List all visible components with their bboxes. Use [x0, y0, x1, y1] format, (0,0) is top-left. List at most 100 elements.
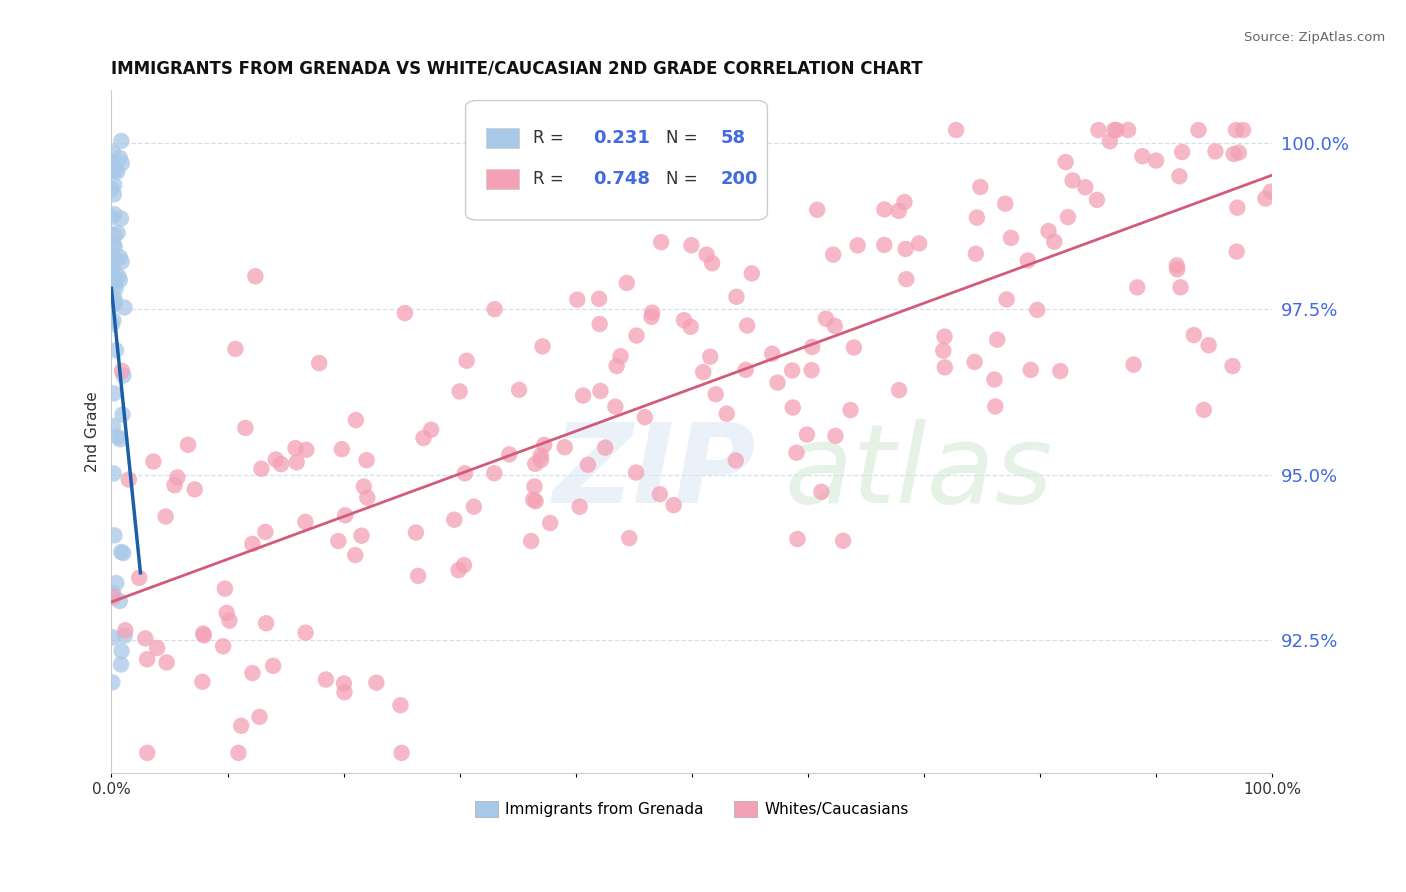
Point: [128, 571, 150, 585]
Point: [1166, 262, 1188, 277]
Point: [696, 247, 718, 261]
Point: [896, 272, 918, 286]
Point: [101, 586, 124, 600]
Point: [101, 294, 124, 309]
Point: [634, 410, 657, 425]
Point: [934, 360, 956, 375]
Point: [454, 467, 477, 481]
Point: [524, 494, 547, 508]
Point: [103, 591, 125, 605]
Point: [242, 537, 264, 551]
Point: [735, 318, 758, 333]
Point: [662, 498, 685, 512]
Point: [484, 466, 506, 480]
Point: [214, 582, 236, 596]
Point: [823, 247, 845, 261]
Point: [1062, 173, 1084, 187]
Point: [105, 164, 128, 178]
Point: [101, 631, 124, 645]
Point: [1260, 185, 1282, 199]
Point: [1168, 169, 1191, 184]
Point: [724, 453, 747, 467]
Point: [101, 247, 124, 261]
Point: [538, 516, 561, 530]
Point: [108, 594, 131, 608]
Point: [1000, 231, 1022, 245]
Point: [530, 449, 553, 463]
Point: [741, 266, 763, 280]
Point: [193, 626, 215, 640]
Point: [242, 666, 264, 681]
Point: [1049, 364, 1071, 378]
Point: [984, 400, 1007, 414]
Point: [166, 470, 188, 484]
Text: N =: N =: [666, 129, 703, 147]
Text: ZIP: ZIP: [553, 419, 756, 526]
Point: [626, 328, 648, 343]
Point: [103, 291, 125, 305]
Point: [1226, 201, 1249, 215]
Point: [104, 239, 127, 253]
Point: [567, 293, 589, 307]
Point: [520, 534, 543, 549]
Point: [224, 342, 246, 356]
Point: [640, 310, 662, 324]
Point: [104, 276, 127, 290]
Point: [356, 453, 378, 467]
Point: [576, 458, 599, 472]
Point: [350, 529, 373, 543]
Point: [111, 254, 134, 268]
Point: [110, 644, 132, 658]
Point: [1132, 149, 1154, 163]
Point: [101, 419, 124, 434]
Y-axis label: 2nd Grade: 2nd Grade: [86, 391, 100, 472]
Point: [1054, 155, 1077, 169]
Point: [699, 350, 721, 364]
Point: [412, 431, 434, 445]
Point: [456, 353, 478, 368]
FancyBboxPatch shape: [486, 169, 519, 188]
Point: [103, 386, 125, 401]
Point: [108, 250, 131, 264]
Point: [702, 256, 724, 270]
Point: [887, 383, 910, 397]
Point: [104, 295, 127, 310]
Point: [1104, 123, 1126, 137]
Point: [101, 162, 124, 177]
Point: [523, 479, 546, 493]
Point: [155, 656, 177, 670]
Point: [648, 487, 671, 501]
Text: 0.231: 0.231: [593, 129, 650, 147]
Point: [215, 606, 238, 620]
Point: [118, 473, 141, 487]
Point: [785, 445, 807, 459]
Point: [934, 329, 956, 343]
Point: [101, 317, 124, 331]
FancyBboxPatch shape: [465, 101, 768, 220]
Point: [101, 675, 124, 690]
Point: [1227, 145, 1250, 160]
Point: [887, 203, 910, 218]
Point: [814, 311, 837, 326]
Point: [114, 624, 136, 638]
Point: [1225, 123, 1247, 137]
Point: [1126, 280, 1149, 294]
Point: [796, 427, 818, 442]
Text: R =: R =: [533, 170, 569, 188]
Text: Source: ZipAtlas.com: Source: ZipAtlas.com: [1244, 31, 1385, 45]
Point: [522, 492, 544, 507]
Point: [1222, 147, 1244, 161]
Point: [136, 746, 159, 760]
Point: [588, 317, 610, 331]
Point: [761, 347, 783, 361]
Point: [315, 673, 337, 687]
Point: [1222, 359, 1244, 373]
Point: [177, 438, 200, 452]
Point: [782, 401, 804, 415]
Point: [103, 178, 125, 192]
Point: [1204, 145, 1226, 159]
Point: [531, 339, 554, 353]
Point: [572, 388, 595, 402]
Point: [394, 306, 416, 320]
Point: [780, 363, 803, 377]
